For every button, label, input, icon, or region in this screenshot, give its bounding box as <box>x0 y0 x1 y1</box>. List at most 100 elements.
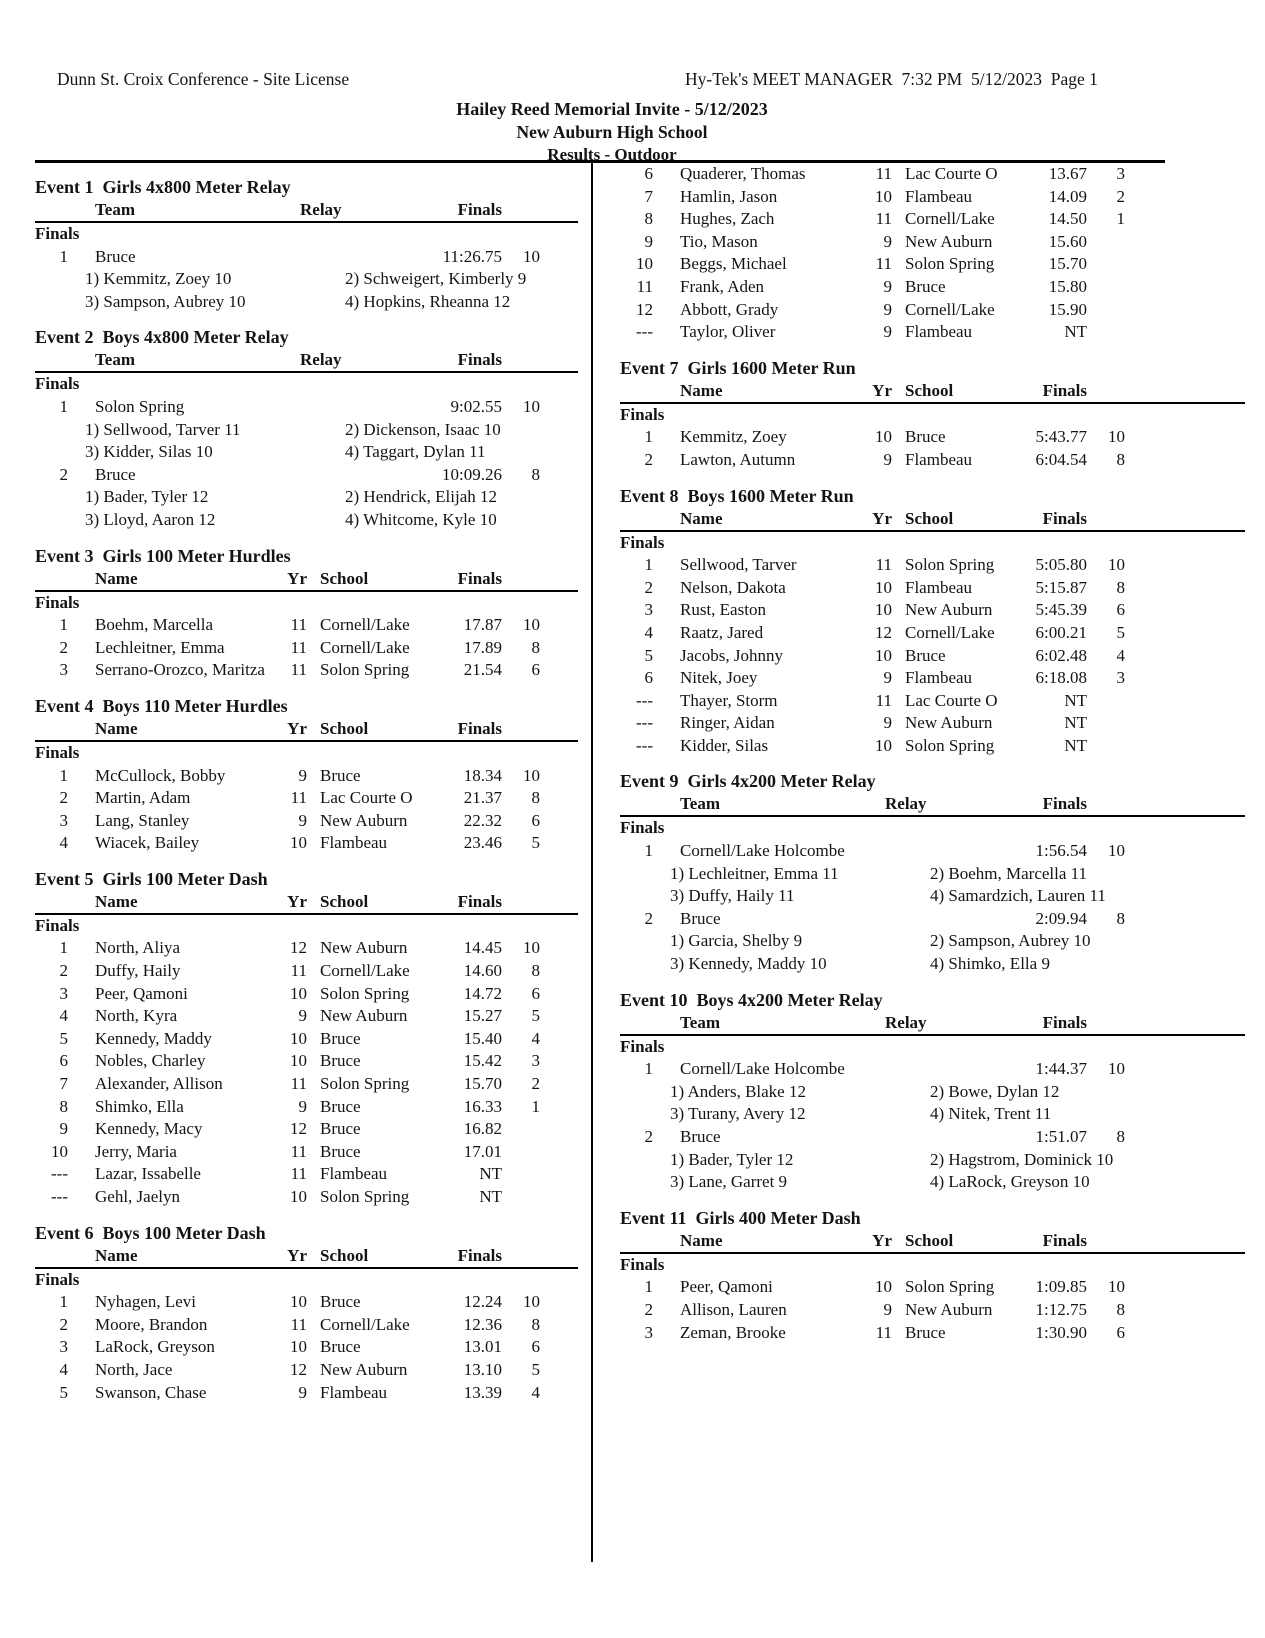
school-cell: Bruce <box>905 645 946 665</box>
event-title: Event 10 Boys 4x200 Meter Relay <box>620 989 883 1010</box>
points-cell: 6 <box>531 983 541 1003</box>
header-grid: Name Yr School Finals <box>35 718 540 740</box>
name-cell: Lechleitner, Emma <box>95 637 225 657</box>
header-points-spacer <box>1087 1230 1125 1252</box>
place-cell: 2 <box>644 1127 654 1146</box>
place-cell: 1 <box>644 427 654 447</box>
name-cell: LaRock, Greyson <box>95 1337 215 1357</box>
finals-section-label: Finals <box>620 1254 665 1274</box>
name-cell: Jacobs, Johnny <box>680 645 783 665</box>
header-points-spacer <box>502 891 540 913</box>
header-spacer <box>35 1245 68 1267</box>
finals-cell: 14.72 <box>463 983 502 1003</box>
header-school: School <box>320 1245 369 1265</box>
athlete-row: 6 Quaderer, Thomas 11 Lac Courte O 13.67 3 <box>620 163 1126 186</box>
points-cell: 3 <box>1116 668 1126 688</box>
yr-cell: 9 <box>298 810 308 830</box>
athlete-row: 6 Nitek, Joey 9 Flambeau 6:18.08 3 <box>620 667 1126 690</box>
event-block: Event 10 Boys 4x200 Meter Relay Team Relay… <box>620 988 1245 1194</box>
team-cell: Bruce <box>680 908 721 928</box>
finals-cell: 9:02.55 <box>450 396 502 416</box>
header-team: Team <box>95 200 135 219</box>
relay-team-row: 2 Bruce 2:09.94 8 <box>620 908 1126 931</box>
relay-legs-row: 1) Anders, Blake 12 2) Bowe, Dylan 12 <box>620 1081 1125 1104</box>
school-cell: Cornell/Lake <box>905 622 995 642</box>
header-finals: Finals <box>457 568 502 588</box>
finals-cell: NT <box>1064 735 1087 755</box>
event-block: 6 Quaderer, Thomas 11 Lac Courte O 13.67 3 7 Ha… <box>620 163 1245 344</box>
relay-leg: 2) Hagstrom, Dominick 10 <box>930 1149 1114 1169</box>
relay-leg: 1) Bader, Tyler 12 <box>85 487 209 507</box>
results-header-row: Team Relay Finals <box>35 199 578 223</box>
finals-cell: 11:26.75 <box>442 246 502 266</box>
points-cell: 8 <box>1116 577 1126 597</box>
yr-cell: 10 <box>290 1187 307 1206</box>
athlete-row: 2 Nelson, Dakota 10 Flambeau 5:15.87 8 <box>620 577 1126 600</box>
header-yr: Yr <box>287 891 307 911</box>
school-cell: Bruce <box>320 1292 361 1312</box>
finals-cell: 15.42 <box>463 1051 502 1071</box>
place-cell: 4 <box>59 833 69 853</box>
finals-cell: 5:15.87 <box>1035 577 1087 597</box>
place-cell: 7 <box>59 1074 69 1094</box>
points-cell: 10 <box>523 615 540 635</box>
yr-cell: 10 <box>875 600 892 620</box>
finals-cell: 21.37 <box>463 788 502 808</box>
header-name: Name <box>680 1230 723 1250</box>
athlete-row: 2 Duffy, Haily 11 Cornell/Lake 14.60 8 <box>35 960 541 983</box>
name-cell: Hamlin, Jason <box>680 186 778 206</box>
finals-cell: 21.54 <box>463 660 502 680</box>
athlete-row: 3 LaRock, Greyson 10 Bruce 13.01 6 <box>35 1336 541 1359</box>
points-cell: 8 <box>1116 1299 1126 1319</box>
relay-legs-row: 1) Sellwood, Tarver 11 2) Dickenson, Isaa… <box>35 419 540 442</box>
yr-cell: 11 <box>290 660 307 680</box>
finals-cell: 22.32 <box>463 810 502 830</box>
athlete-row: 9 Tio, Mason 9 New Auburn 15.60 <box>620 231 1125 254</box>
athlete-row: 4 North, Jace 12 New Auburn 13.10 5 <box>35 1359 541 1382</box>
place-cell: 11 <box>636 276 653 296</box>
yr-cell: 10 <box>875 1277 892 1297</box>
school-cell: Solon Spring <box>320 1187 410 1206</box>
relay-leg: 2) Sampson, Aubrey 10 <box>930 931 1091 951</box>
relay-leg: 1) Sellwood, Tarver 11 <box>85 419 241 439</box>
finals-cell: 13.39 <box>463 1382 502 1402</box>
place-cell: 4 <box>644 622 654 642</box>
place-cell: --- <box>636 690 653 710</box>
name-cell: Taylor, Oliver <box>680 322 776 342</box>
event-title: Event 2 Boys 4x800 Meter Relay <box>35 327 289 348</box>
finals-cell: 15.40 <box>463 1028 502 1048</box>
place-cell: 7 <box>644 186 654 206</box>
place-cell: 4 <box>59 1359 69 1379</box>
athlete-row: 7 Alexander, Allison 11 Solon Spring 15.70 2 <box>35 1073 541 1096</box>
place-cell: 2 <box>59 464 69 484</box>
points-cell <box>502 1118 540 1141</box>
place-cell: 1 <box>644 555 654 575</box>
header-relay: Relay <box>300 350 342 370</box>
name-cell: Alexander, Allison <box>95 1074 223 1094</box>
school-cell: Solon Spring <box>320 1074 410 1094</box>
points-cell: 10 <box>523 396 540 416</box>
athlete-row: --- Taylor, Oliver 9 Flambeau NT <box>620 321 1125 344</box>
header-yr: Yr <box>287 1245 307 1265</box>
header-relay: Relay <box>885 794 927 814</box>
header-grid: Name Yr School Finals <box>35 1245 540 1267</box>
school-cell: Cornell/Lake <box>320 1314 410 1334</box>
header-school: School <box>905 1230 954 1250</box>
header-name: Name <box>680 380 723 400</box>
yr-cell: 9 <box>883 322 893 342</box>
school-cell: Flambeau <box>905 668 973 688</box>
place-cell: 12 <box>636 299 653 319</box>
event-title: Event 9 Girls 4x200 Meter Relay <box>620 771 876 792</box>
points-cell: 5 <box>531 1359 541 1379</box>
place-cell: 4 <box>59 1006 69 1026</box>
points-cell: 8 <box>531 961 541 981</box>
relay-team-row: 1 Bruce 11:26.75 10 <box>35 246 541 269</box>
place-cell: 3 <box>59 810 69 830</box>
name-cell: Zeman, Brooke <box>680 1322 786 1342</box>
header-team: Team <box>680 794 720 814</box>
school-cell: New Auburn <box>905 1299 993 1319</box>
place-cell: 3 <box>59 983 69 1003</box>
finals-cell: 15.70 <box>1048 254 1087 274</box>
school-cell: New Auburn <box>320 938 408 958</box>
points-cell <box>1087 231 1125 254</box>
